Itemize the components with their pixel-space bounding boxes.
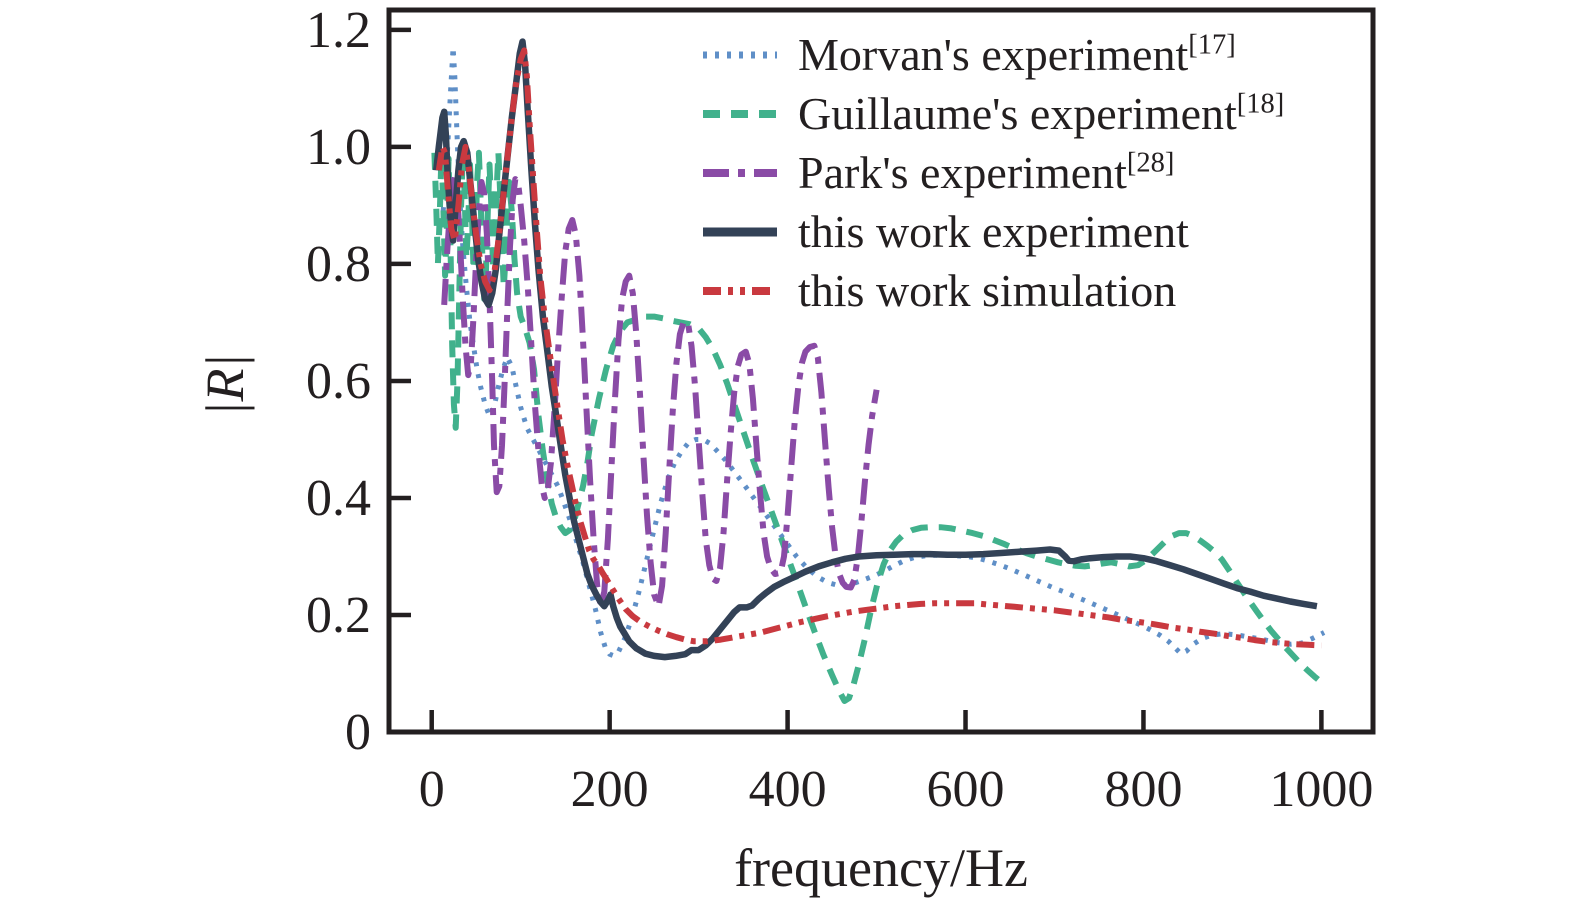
plot-border	[386, 7, 1376, 735]
x-axis-label: frequency/Hz	[734, 838, 1028, 898]
legend-text: Guillaume's experiment	[798, 88, 1237, 139]
series-line-morvan-experiment	[436, 44, 1326, 659]
legend: Morvan's experiment[17] Guillaume's expe…	[700, 29, 1285, 327]
x-tick-label: 800	[1104, 761, 1182, 818]
series-line-this-work-experiment	[432, 38, 1318, 661]
legend-item-guillaume: Guillaume's experiment[18]	[700, 88, 1285, 139]
y-tick-label: 0.8	[306, 236, 371, 293]
legend-item-morvan: Morvan's experiment[17]	[700, 29, 1284, 80]
y-tick-label: 1.0	[306, 119, 371, 176]
legend-label: Guillaume's experiment[18]	[798, 88, 1285, 139]
legend-label: this work experiment	[798, 209, 1189, 255]
legend-ref: [28]	[1126, 147, 1175, 179]
series-line-this-work-simulation	[435, 47, 1322, 649]
legend-ref: [18]	[1236, 88, 1285, 120]
legend-ref: [17]	[1188, 29, 1236, 61]
legend-line-dashed-icon	[703, 110, 777, 118]
y-axis-label: |R|	[195, 353, 255, 417]
legend-line-dashdotdot-icon	[703, 287, 777, 295]
series-line-park-experiment	[441, 173, 880, 610]
series-line-guillaume-experiment	[431, 149, 1324, 704]
legend-label: Morvan's experiment[17]	[798, 29, 1236, 80]
legend-item-park: Park's experiment[28]	[700, 147, 1284, 198]
legend-line-solid-icon	[703, 227, 777, 237]
legend-label: Park's experiment[28]	[798, 147, 1175, 198]
y-tick-label: 0.6	[306, 353, 371, 410]
legend-text: Morvan's experiment	[798, 29, 1189, 80]
legend-line-dashdot-icon	[703, 169, 777, 177]
x-tick-label: 400	[749, 761, 827, 818]
y-tick-label: 1.2	[306, 2, 371, 59]
legend-item-this-work-experiment: this work experiment	[700, 209, 1284, 255]
x-tick-label: 600	[927, 761, 1005, 818]
y-tick-label: 0.2	[306, 587, 371, 644]
legend-text: Park's experiment	[798, 147, 1127, 198]
legend-label: this work simulation	[798, 268, 1176, 314]
x-tick-label: 0	[419, 761, 445, 818]
legend-text: this work simulation	[798, 265, 1177, 316]
legend-text: this work experiment	[798, 206, 1189, 257]
x-tick-label: 1000	[1269, 761, 1373, 818]
legend-line-dotted-icon	[703, 51, 777, 59]
legend-item-this-work-simulation: this work simulation	[700, 268, 1284, 314]
y-tick-label: 0.4	[306, 470, 371, 527]
x-tick-label: 200	[571, 761, 649, 818]
y-tick-label: 0	[345, 704, 371, 761]
